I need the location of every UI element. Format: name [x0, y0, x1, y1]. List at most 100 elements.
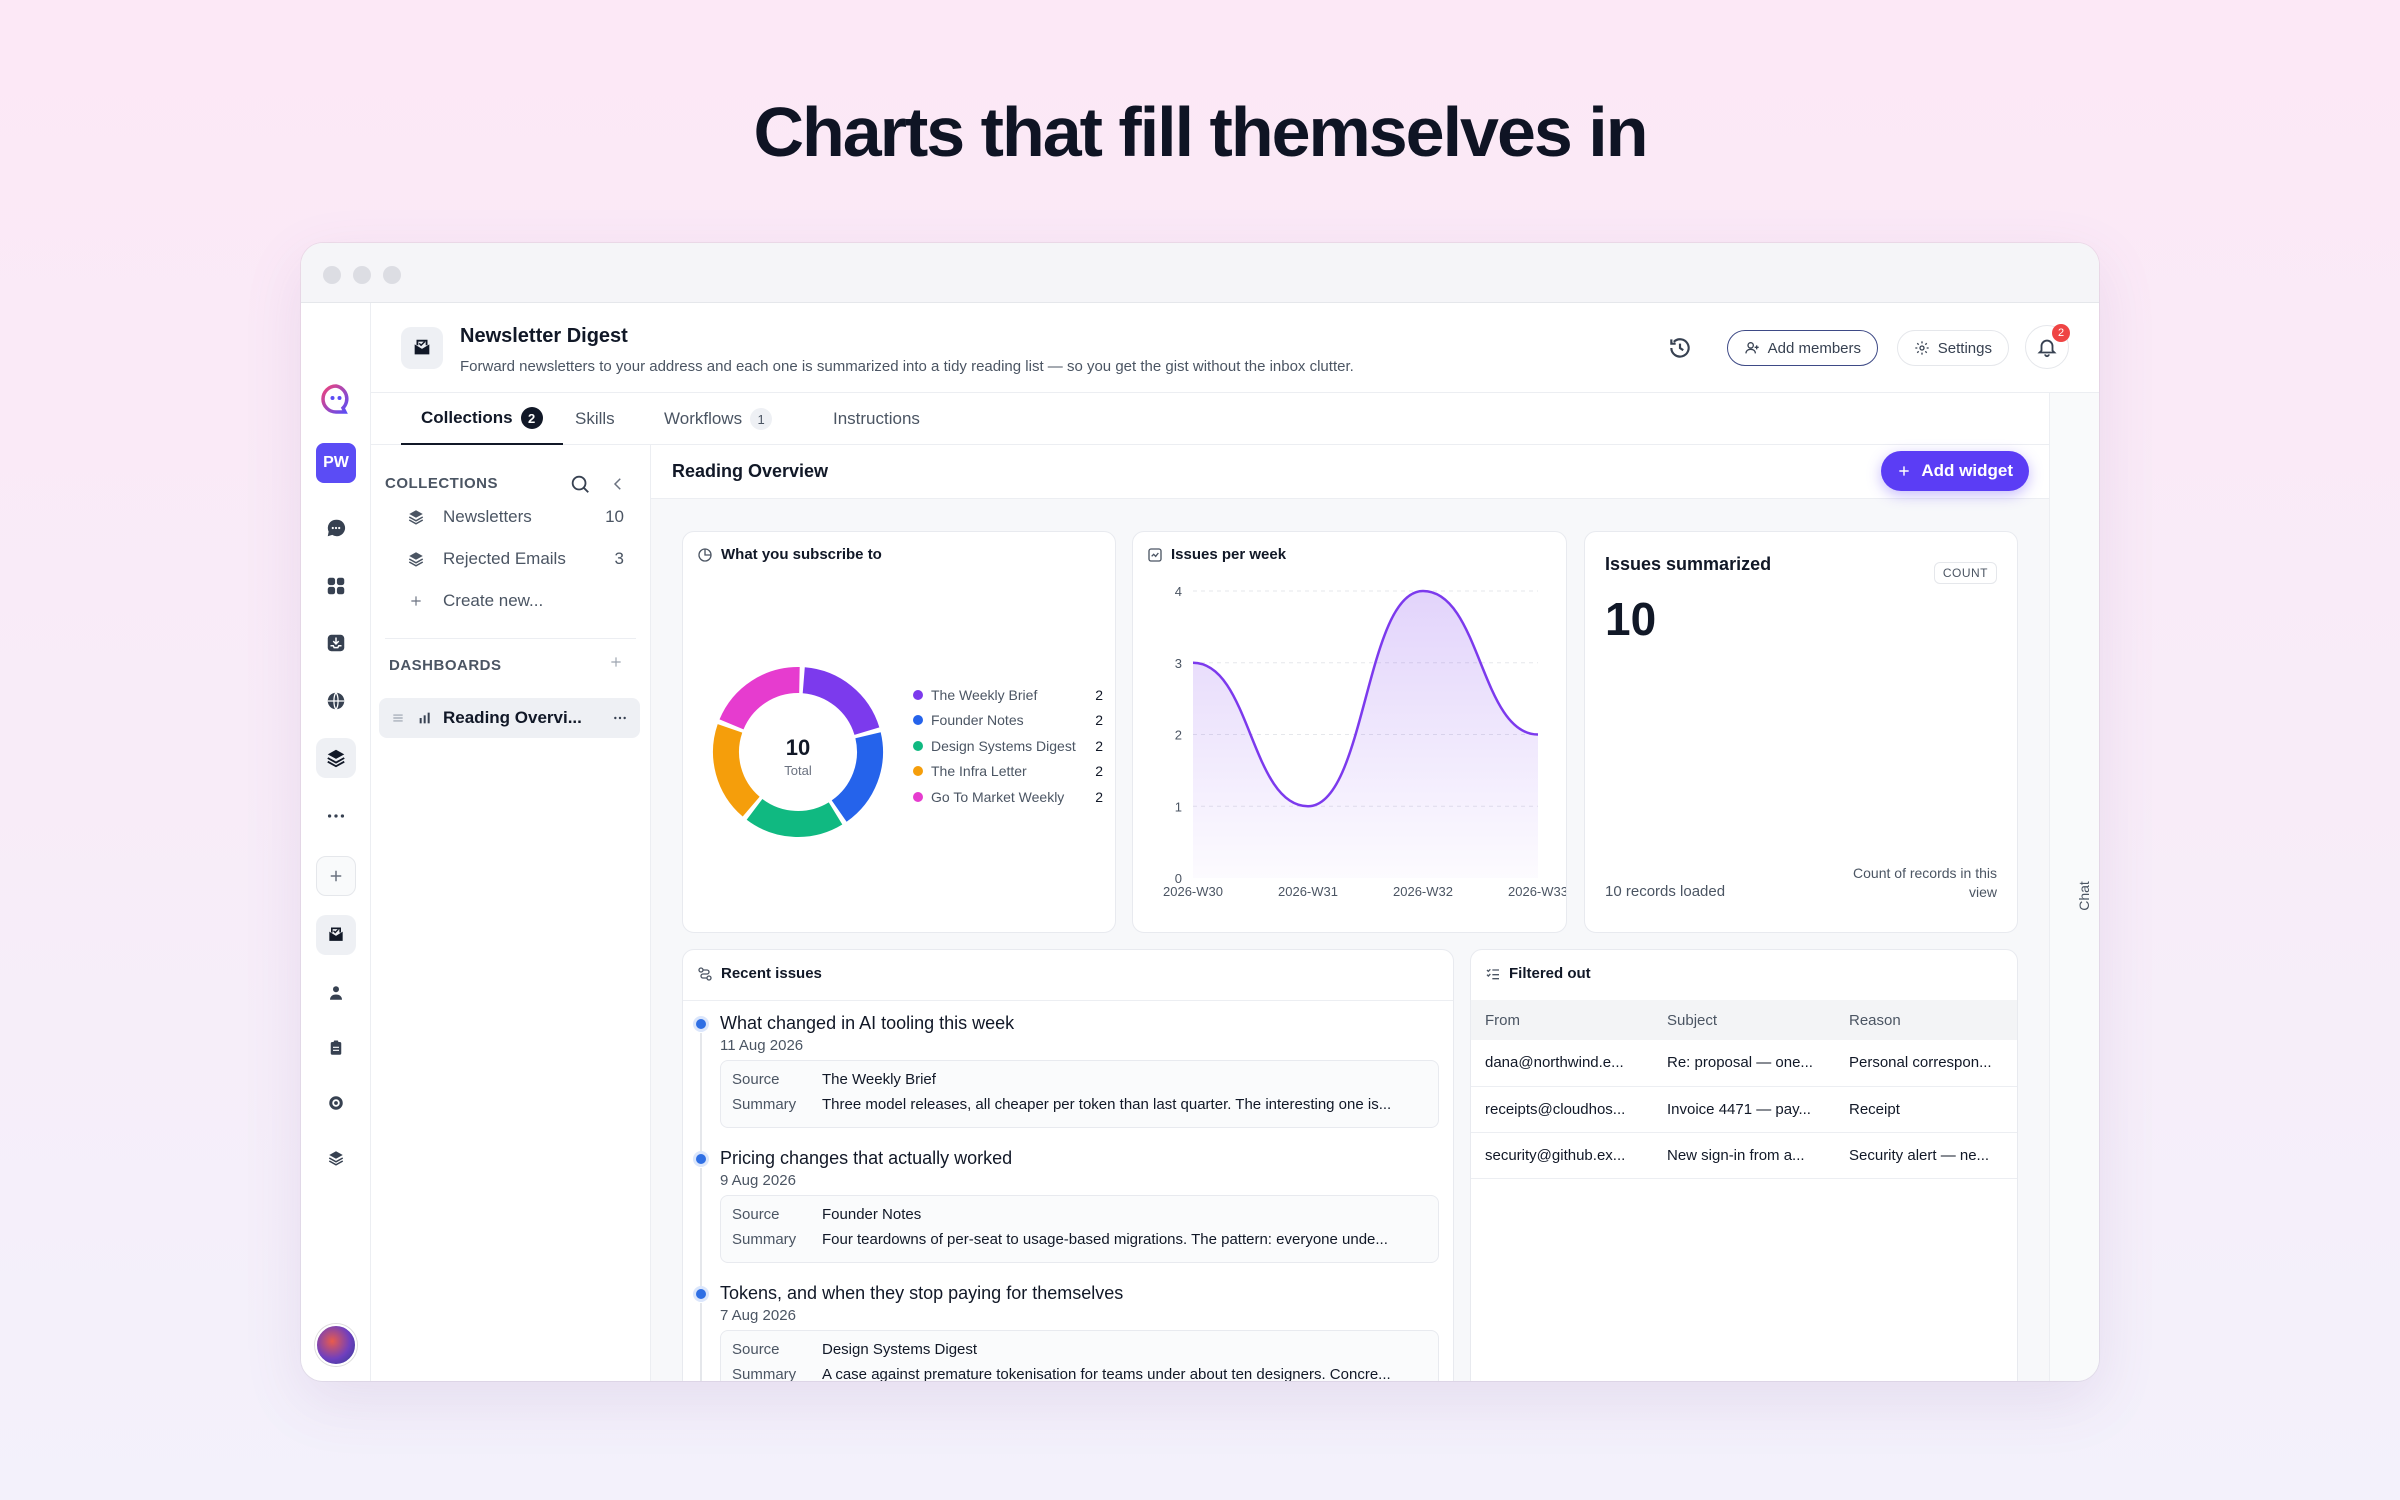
cell-reason: Personal correspon... [1835, 1040, 2017, 1087]
user-avatar[interactable] [315, 1324, 357, 1366]
settings-button[interactable]: Settings [1896, 330, 2009, 366]
legend-swatch [913, 791, 923, 802]
layers-icon [405, 508, 427, 526]
legend-value: 2 [1095, 686, 1103, 703]
legend-label: Go To Market Weekly [931, 788, 1065, 805]
list-item[interactable]: Tokens, and when they stop paying for th… [683, 1275, 1453, 1381]
legend-item[interactable]: Founder Notes 2 [913, 708, 1103, 734]
collections-layers-icon[interactable] [316, 738, 356, 778]
sidebar-item-rejected-emails[interactable]: Rejected Emails 3 [383, 539, 638, 579]
drag-handle-icon[interactable] [391, 711, 405, 725]
tab-collections[interactable]: Collections 2 [401, 393, 563, 445]
stack-icon[interactable] [316, 1138, 356, 1178]
summary-key: Summary [732, 1231, 797, 1248]
cell-subject: Invoice 4471 — pay... [1653, 1086, 1835, 1133]
legend-swatch [913, 689, 923, 700]
notifications-button[interactable]: 2 [2025, 324, 2070, 369]
history-icon[interactable] [1667, 335, 1693, 361]
target-icon[interactable] [316, 1083, 356, 1123]
series-line[interactable] [1192, 589, 1539, 808]
search-icon[interactable] [569, 473, 591, 495]
legend-item[interactable]: Go To Market Weekly 2 [913, 784, 1103, 810]
app-window: PW [301, 243, 2099, 1381]
legend-value: 2 [1095, 712, 1103, 729]
sidebar-item-count: 10 [605, 507, 624, 526]
create-new-collection[interactable]: Create new... [383, 581, 638, 621]
column-header-reason[interactable]: Reason [1835, 1000, 2017, 1040]
add-widget-button[interactable]: Add widget [1881, 451, 2029, 491]
tab-label: Skills [575, 409, 615, 428]
issue-source: Founder Notes [822, 1206, 922, 1223]
y-tick-label: 0 [1175, 871, 1182, 886]
tab-skills[interactable]: Skills [555, 393, 635, 445]
workspace-avatar[interactable]: PW [316, 443, 356, 483]
window-maximize-dot[interactable] [383, 266, 401, 284]
tab-workflows[interactable]: Workflows 1 [644, 393, 792, 445]
more-options-icon[interactable] [612, 710, 628, 726]
app-logo-icon[interactable] [320, 383, 352, 415]
tab-label: Collections [421, 408, 513, 427]
issue-details: Source Founder Notes Summary Four teardown… [720, 1195, 1439, 1263]
sidebar-divider [385, 638, 636, 639]
gear-icon [1915, 341, 1929, 355]
table-row[interactable]: receipts@cloudhos... Invoice 4471 — pay.… [1471, 1086, 2017, 1133]
more-icon[interactable] [316, 796, 356, 836]
newsletter-digest-icon[interactable] [316, 915, 356, 955]
donut-slice-3[interactable] [746, 798, 843, 837]
table-row[interactable]: dana@northwind.e... Re: proposal — one..… [1471, 1040, 2017, 1087]
issue-date: 7 Aug 2026 [720, 1307, 796, 1324]
kpi-value: 10 [1605, 593, 1657, 645]
window-minimize-dot[interactable] [353, 266, 371, 284]
window-close-dot[interactable] [323, 266, 341, 284]
donut-slice-2[interactable] [831, 732, 883, 822]
y-tick-label: 4 [1175, 584, 1182, 599]
list-item[interactable]: Pricing changes that actually worked 9 A… [683, 1140, 1453, 1287]
timeline-bullet [696, 1019, 706, 1029]
add-app-icon[interactable] [316, 856, 356, 896]
tab-instructions[interactable]: Instructions [813, 393, 940, 445]
column-header-subject[interactable]: Subject [1653, 1000, 1835, 1040]
legend-item[interactable]: The Weekly Brief 2 [913, 682, 1103, 708]
column-header-from[interactable]: From [1471, 1000, 1653, 1040]
issue-title: What changed in AI tooling this week [720, 1013, 1015, 1033]
line-chart-icon [1148, 547, 1162, 562]
chat-panel-toggle[interactable]: Chat [2049, 393, 2099, 1381]
collapse-chevron-icon[interactable] [609, 475, 627, 493]
x-tick-label: 2026-W33 [1508, 884, 1567, 899]
donut-slice-1[interactable] [802, 667, 880, 736]
legend-item[interactable]: The Infra Letter 2 [913, 759, 1103, 785]
issue-title: Pricing changes that actually worked [720, 1148, 1013, 1168]
donut-slice-4[interactable] [713, 724, 761, 817]
donut-chart: 10 Total [713, 667, 883, 837]
legend-item[interactable]: Design Systems Digest 2 [913, 733, 1103, 759]
timeline-bullet [696, 1289, 706, 1299]
sidebar-item-reading-overview[interactable]: Reading Overvi... [379, 698, 640, 738]
inbox-download-icon[interactable] [316, 623, 356, 663]
chat-icon[interactable] [316, 508, 356, 548]
add-widget-label: Add widget [1921, 461, 2013, 480]
page-description: Forward newsletters to your address and … [460, 358, 1354, 375]
issue-details: Source The Weekly Brief Summary Three mode… [720, 1060, 1439, 1128]
window-titlebar [301, 243, 2099, 303]
newsletter-icon [401, 327, 443, 369]
source-key: Source [732, 1206, 780, 1223]
apps-grid-icon[interactable] [316, 566, 356, 606]
add-dashboard-icon[interactable] [609, 655, 623, 674]
add-user-icon [1744, 342, 1759, 354]
sidebar-item-newsletters[interactable]: Newsletters 10 [383, 497, 638, 537]
timeline-icon [698, 966, 712, 981]
legend-label: Founder Notes [931, 712, 1024, 729]
globe-icon[interactable] [316, 681, 356, 721]
table-row[interactable]: security@github.ex... New sign-in from a… [1471, 1132, 2017, 1179]
checklist-icon [1486, 968, 1499, 979]
add-members-button[interactable]: Add members [1726, 330, 1878, 366]
contacts-icon[interactable] [316, 973, 356, 1013]
clipboard-icon[interactable] [316, 1028, 356, 1068]
legend-label: Design Systems Digest [931, 737, 1076, 754]
donut-slice-5[interactable] [719, 667, 800, 730]
dashboard-toolbar: Reading Overview Add widget [651, 445, 2049, 499]
area-fill [1193, 591, 1538, 878]
collections-sidebar: COLLECTIONS Newsletters 10 Rejected Emails… [371, 445, 651, 1381]
cell-subject: Re: proposal — one... [1653, 1040, 1835, 1087]
list-item[interactable]: What changed in AI tooling this week 11 … [683, 1005, 1453, 1152]
